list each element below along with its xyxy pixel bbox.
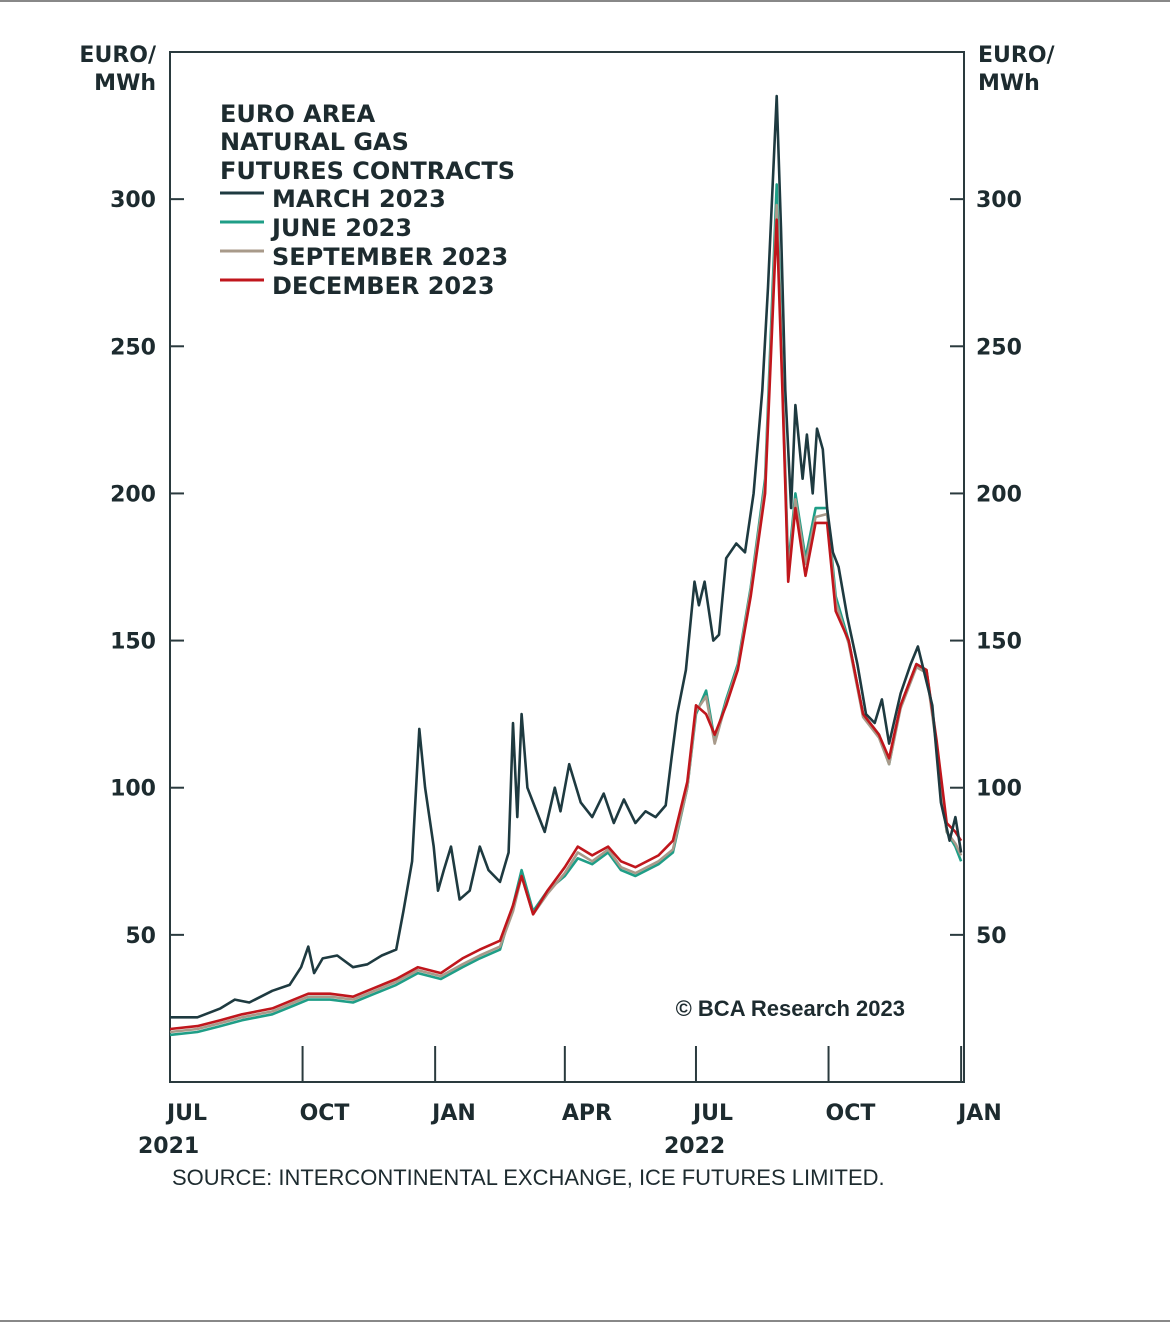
y-tick-left-label: 100	[110, 777, 156, 802]
x-year-label: 2021	[138, 1134, 199, 1159]
series-line-march-2023	[170, 94, 963, 1019]
x-tick-label: JAN	[430, 1101, 476, 1126]
source-note: SOURCE: INTERCONTINENTAL EXCHANGE, ICE F…	[172, 1165, 885, 1190]
y-unit-right-line2: MWh	[978, 71, 1040, 96]
y-tick-left-label: 250	[110, 335, 156, 360]
legend-label: SEPTEMBER 2023	[272, 243, 508, 271]
y-tick-right-label: 200	[976, 482, 1022, 507]
x-tick-label: JUL	[165, 1101, 207, 1126]
y-tick-left-label: 50	[125, 924, 156, 949]
series-lines	[169, 94, 963, 1037]
y-unit-left-line1: EURO/	[79, 43, 157, 68]
x-tick-label: OCT	[300, 1101, 350, 1126]
legend-label: DECEMBER 2023	[272, 272, 495, 300]
y-unit-right-line1: EURO/	[978, 43, 1056, 68]
chart-title-line2: NATURAL GAS	[220, 128, 409, 156]
x-tick-label: APR	[562, 1101, 612, 1126]
y-tick-right-label: 150	[976, 630, 1022, 655]
frame-top-rule	[0, 0, 1170, 2]
series-line-june-2023	[169, 183, 963, 1037]
chart-title-line1: EURO AREA	[220, 100, 376, 128]
legend-label: MARCH 2023	[272, 185, 446, 213]
y-axis-left: 50 100 150 200 250 300	[110, 188, 184, 949]
y-tick-left-label: 200	[110, 482, 156, 507]
frame-bottom-rule	[0, 1320, 1170, 1322]
x-tick-label: JAN	[956, 1101, 1002, 1126]
y-tick-right-label: 100	[976, 777, 1022, 802]
x-tick-label: JUL	[691, 1101, 733, 1126]
y-unit-left-line2: MWh	[94, 71, 156, 96]
legend-label: JUNE 2023	[270, 214, 412, 242]
y-tick-right-label: 50	[976, 924, 1007, 949]
plot-area-frame	[169, 51, 965, 1083]
y-axis-right: 50 100 150 200 250 300	[950, 188, 1022, 949]
series-line-december-2023	[169, 218, 963, 1031]
x-year-label: 2022	[664, 1134, 725, 1159]
y-tick-right-label: 250	[976, 335, 1022, 360]
x-axis: JUL OCT JAN APR JUL OCT JAN 2021 2022	[138, 1046, 1002, 1159]
copyright-annotation: © BCA Research 2023	[676, 996, 905, 1021]
y-tick-left-label: 300	[110, 188, 156, 213]
series-line-september-2023	[169, 203, 963, 1034]
chart-title-line3: FUTURES CONTRACTS	[220, 157, 515, 185]
y-tick-left-label: 150	[110, 630, 156, 655]
y-tick-right-label: 300	[976, 188, 1022, 213]
x-tick-label: OCT	[826, 1101, 876, 1126]
